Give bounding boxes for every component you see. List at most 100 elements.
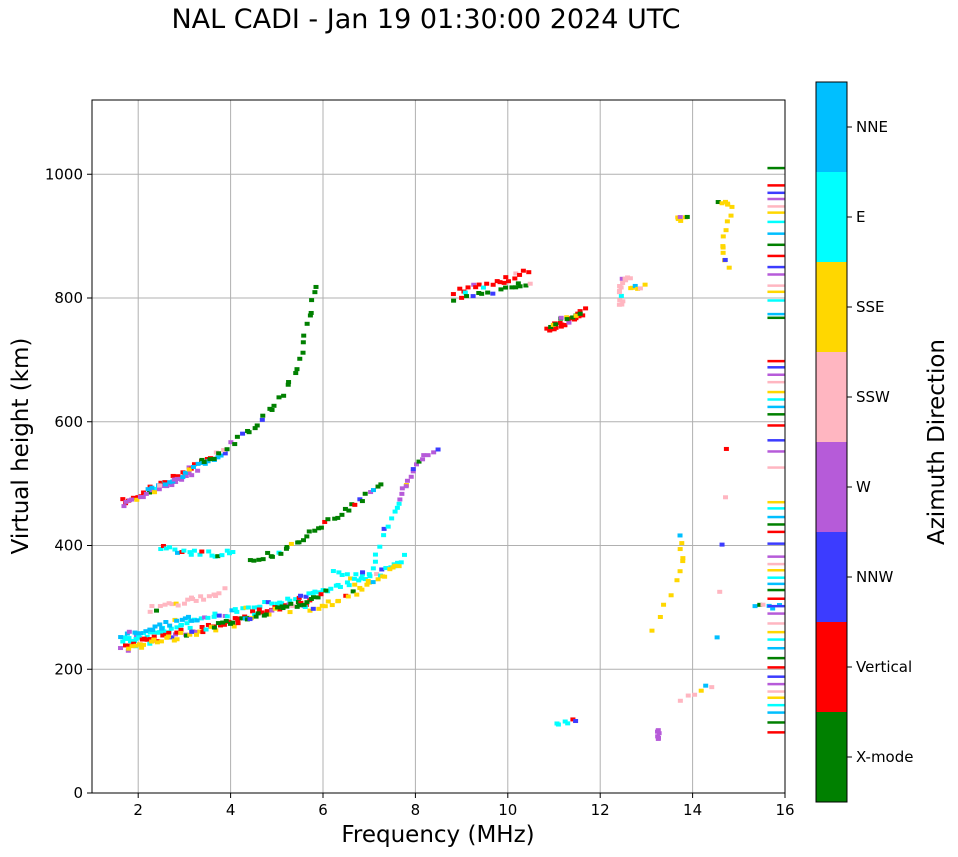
colorbar-segment <box>816 352 847 442</box>
echo-point <box>298 593 304 598</box>
echo-point <box>397 497 403 502</box>
echo-point <box>245 605 251 610</box>
echo-point <box>503 285 509 290</box>
echo-point <box>224 447 230 452</box>
edge-echo <box>767 211 785 214</box>
echo-point <box>312 528 318 533</box>
echo-point <box>329 603 335 608</box>
echo-point <box>162 480 168 485</box>
echo-point <box>698 688 704 693</box>
echo-point <box>147 627 153 632</box>
echo-point <box>346 583 352 588</box>
edge-echo <box>767 542 785 545</box>
echo-point <box>284 604 290 609</box>
echo-point <box>757 602 763 607</box>
echo-point <box>657 614 663 619</box>
echo-point <box>174 630 180 635</box>
echo-point <box>205 459 211 464</box>
echo-point <box>677 547 683 552</box>
echo-point <box>264 609 270 614</box>
echo-point <box>517 272 523 277</box>
echo-point <box>302 604 308 609</box>
echo-point <box>223 619 229 624</box>
echo-point <box>714 635 720 640</box>
echo-point <box>171 477 177 482</box>
echo-point <box>157 604 163 609</box>
echo-point <box>313 284 319 289</box>
echo-point <box>222 451 228 456</box>
echo-point <box>215 554 221 559</box>
chart-title: NAL CADI - Jan 19 01:30:00 2024 UTC <box>171 4 681 35</box>
echo-point <box>580 313 586 318</box>
echo-point <box>256 607 262 612</box>
echo-point <box>480 285 486 290</box>
echo-point <box>260 413 266 418</box>
echo-point <box>215 455 221 460</box>
echo-point <box>339 572 345 577</box>
echo-point <box>295 600 301 605</box>
echo-point <box>131 641 137 646</box>
echo-point <box>168 626 174 631</box>
echo-point <box>253 614 259 619</box>
echo-point <box>566 320 572 325</box>
edge-echo <box>767 711 785 714</box>
echo-point <box>649 628 655 633</box>
echo-point <box>520 268 526 273</box>
echo-point <box>275 605 281 610</box>
echo-point <box>352 582 358 587</box>
echo-point <box>161 629 167 634</box>
echo-point <box>296 540 302 545</box>
y-tick-label: 0 <box>73 784 83 802</box>
echo-point <box>717 589 723 594</box>
grid-lines <box>92 100 786 794</box>
echo-point <box>255 611 261 616</box>
echo-point <box>175 474 181 479</box>
echo-point <box>351 576 357 581</box>
echo-point <box>182 616 188 621</box>
echo-point <box>212 611 218 616</box>
echo-point <box>157 622 163 627</box>
echo-point <box>394 505 400 510</box>
echo-point <box>558 324 564 329</box>
echo-point <box>265 600 271 605</box>
echo-point <box>216 451 222 456</box>
echo-point <box>174 618 180 623</box>
echo-point <box>159 626 165 631</box>
echo-point <box>722 257 728 262</box>
edge-echo <box>767 450 785 453</box>
echo-point <box>138 631 144 636</box>
echo-point <box>120 497 126 502</box>
echo-point <box>133 636 139 641</box>
echo-point <box>684 214 690 219</box>
echo-point <box>251 558 257 563</box>
echo-point <box>300 340 306 345</box>
echo-point <box>435 447 441 452</box>
edge-echo <box>767 166 785 170</box>
echo-point <box>157 483 163 488</box>
echo-point <box>362 577 368 582</box>
echo-point <box>169 483 175 488</box>
echo-point <box>182 470 188 475</box>
echo-point <box>175 603 181 608</box>
echo-point <box>126 629 132 634</box>
echo-point <box>719 201 725 206</box>
echo-point <box>720 234 726 239</box>
echo-point <box>309 298 315 303</box>
echo-point <box>163 546 169 551</box>
echo-point <box>151 634 157 639</box>
echo-point <box>526 270 532 275</box>
echo-point <box>450 292 456 297</box>
echo-point <box>156 630 162 635</box>
echo-point <box>227 551 233 556</box>
echo-point <box>183 474 189 479</box>
echo-point <box>485 290 491 295</box>
echo-point <box>231 624 237 629</box>
echo-point <box>185 614 191 619</box>
echo-point <box>473 285 479 290</box>
echo-point <box>183 633 189 638</box>
echo-point <box>548 324 554 329</box>
edge-echo <box>767 466 785 469</box>
plot-frame <box>91 99 786 794</box>
echo-point <box>297 356 303 361</box>
echo-point <box>366 572 372 577</box>
